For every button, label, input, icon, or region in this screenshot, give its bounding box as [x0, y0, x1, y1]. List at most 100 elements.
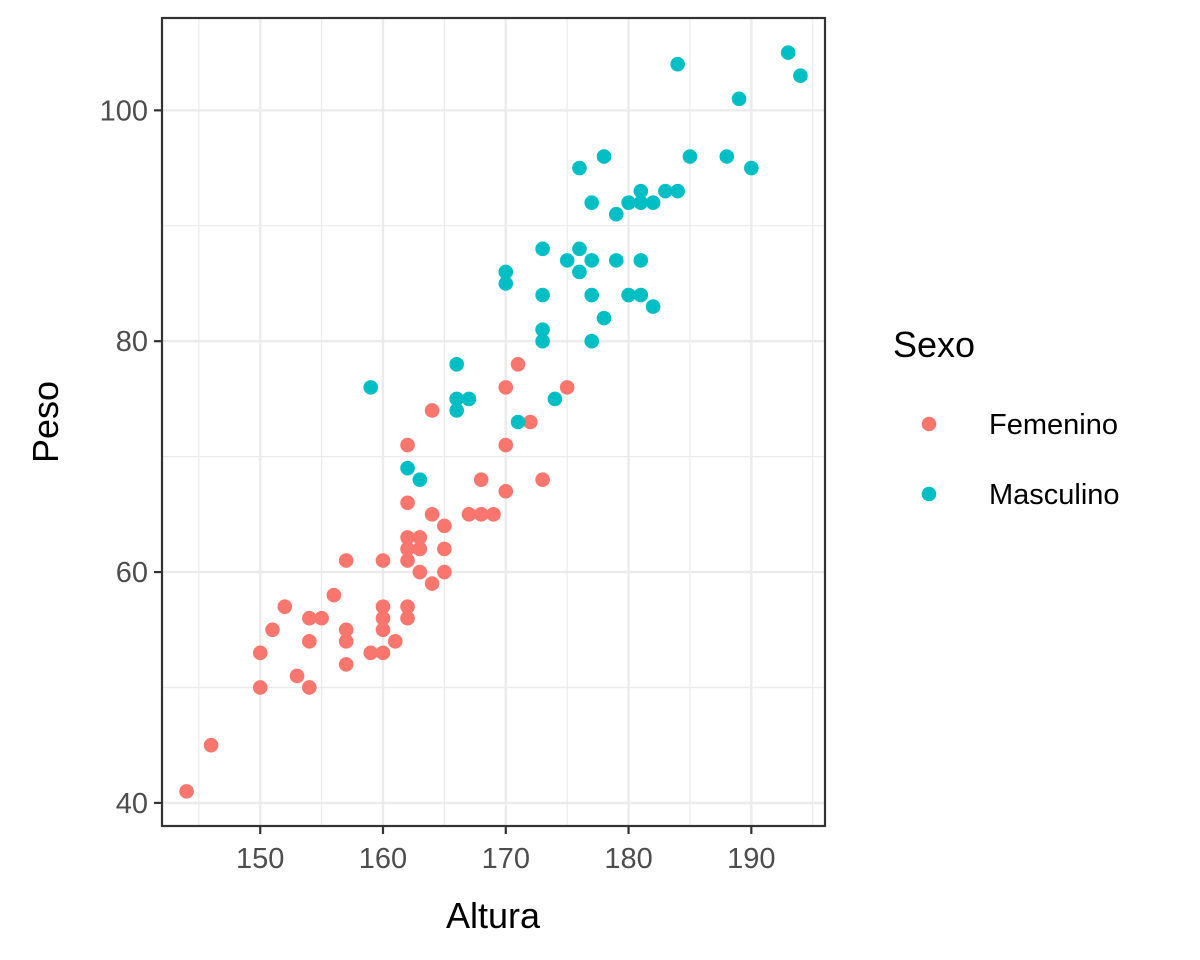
data-point [375, 553, 391, 568]
data-point [338, 553, 354, 568]
y-tick-label: 60 [116, 557, 148, 589]
data-point [400, 495, 415, 511]
x-axis-title: Altura [446, 895, 541, 936]
y-tick-label: 100 [100, 95, 148, 127]
data-point [203, 737, 219, 753]
data-point [596, 310, 612, 326]
legend-item-femenino: Femenino [921, 409, 1118, 441]
data-point [658, 183, 673, 199]
data-point [621, 287, 636, 303]
x-tick-label: 150 [236, 843, 284, 875]
gridlines [162, 18, 825, 826]
y-tick-label: 40 [116, 788, 148, 820]
data-point [252, 645, 268, 661]
series-femenino [179, 356, 575, 799]
data-point [584, 333, 600, 349]
data-point [252, 680, 268, 695]
data-point [424, 403, 440, 418]
series-masculino [363, 45, 808, 488]
data-point [608, 253, 624, 268]
data-point [424, 576, 440, 591]
data-point [338, 657, 354, 672]
data-point [449, 356, 464, 372]
data-point [412, 564, 428, 580]
x-tick-label: 190 [727, 843, 775, 875]
data-point [584, 287, 600, 303]
data-point [412, 530, 428, 545]
data-point [400, 610, 415, 626]
data-point [277, 599, 293, 614]
data-point [473, 472, 489, 488]
data-point [793, 68, 808, 84]
data-point [375, 645, 391, 661]
data-point [437, 518, 452, 534]
data-point [363, 380, 379, 395]
data-point [584, 195, 600, 210]
data-point [449, 403, 464, 418]
data-point [535, 333, 550, 349]
data-point [375, 599, 391, 614]
data-point [412, 541, 428, 557]
data-point [596, 149, 612, 164]
data-point [400, 460, 415, 476]
data-point [633, 287, 649, 303]
legend-label: Masculino [989, 479, 1120, 511]
data-point [400, 553, 415, 568]
data-point [572, 160, 587, 176]
data-point [608, 206, 624, 222]
data-point [400, 599, 415, 614]
data-point [572, 264, 587, 280]
legend-label: Femenino [989, 409, 1118, 441]
axis-ticks: 150 160 170 180 190 40 60 80 100 [100, 95, 776, 875]
legend-item-masculino: Masculino [921, 479, 1120, 511]
data-point [731, 91, 747, 107]
data-point [302, 610, 317, 626]
data-point [498, 483, 514, 499]
data-point [326, 587, 342, 603]
data-point [498, 380, 514, 395]
data-point [302, 680, 317, 695]
data-point [424, 507, 440, 522]
data-point [461, 507, 477, 522]
data-point [621, 195, 636, 210]
data-point [400, 541, 415, 557]
data-point [719, 149, 735, 164]
data-point [265, 622, 280, 638]
data-point [289, 668, 305, 684]
data-point [400, 437, 415, 453]
data-point [486, 507, 501, 522]
data-point [633, 253, 649, 268]
legend: Sexo Femenino Masculino [893, 324, 1120, 511]
data-point [412, 472, 428, 488]
y-axis-title: Peso [25, 381, 66, 463]
data-point [547, 391, 563, 407]
data-point [535, 322, 550, 337]
data-point [572, 241, 587, 257]
data-point [498, 276, 514, 291]
data-point [338, 634, 354, 649]
data-point [387, 634, 403, 649]
x-tick-label: 160 [359, 843, 407, 875]
data-point [510, 356, 526, 372]
data-point [633, 183, 649, 199]
legend-key [921, 416, 937, 432]
data-point [559, 253, 575, 268]
data-point [302, 634, 317, 649]
data-point [179, 784, 194, 799]
data-point [498, 437, 514, 453]
data-point [535, 472, 550, 488]
data-point [338, 622, 354, 638]
data-point [400, 530, 415, 545]
data-point [535, 241, 550, 257]
data-point [744, 160, 759, 176]
data-point [314, 610, 329, 626]
data-point [363, 645, 379, 661]
data-point [670, 56, 685, 72]
data-point [559, 380, 575, 395]
data-point [473, 507, 489, 522]
legend-title: Sexo [893, 324, 975, 365]
data-point [437, 541, 452, 557]
data-point [498, 264, 514, 280]
data-point [645, 195, 661, 210]
